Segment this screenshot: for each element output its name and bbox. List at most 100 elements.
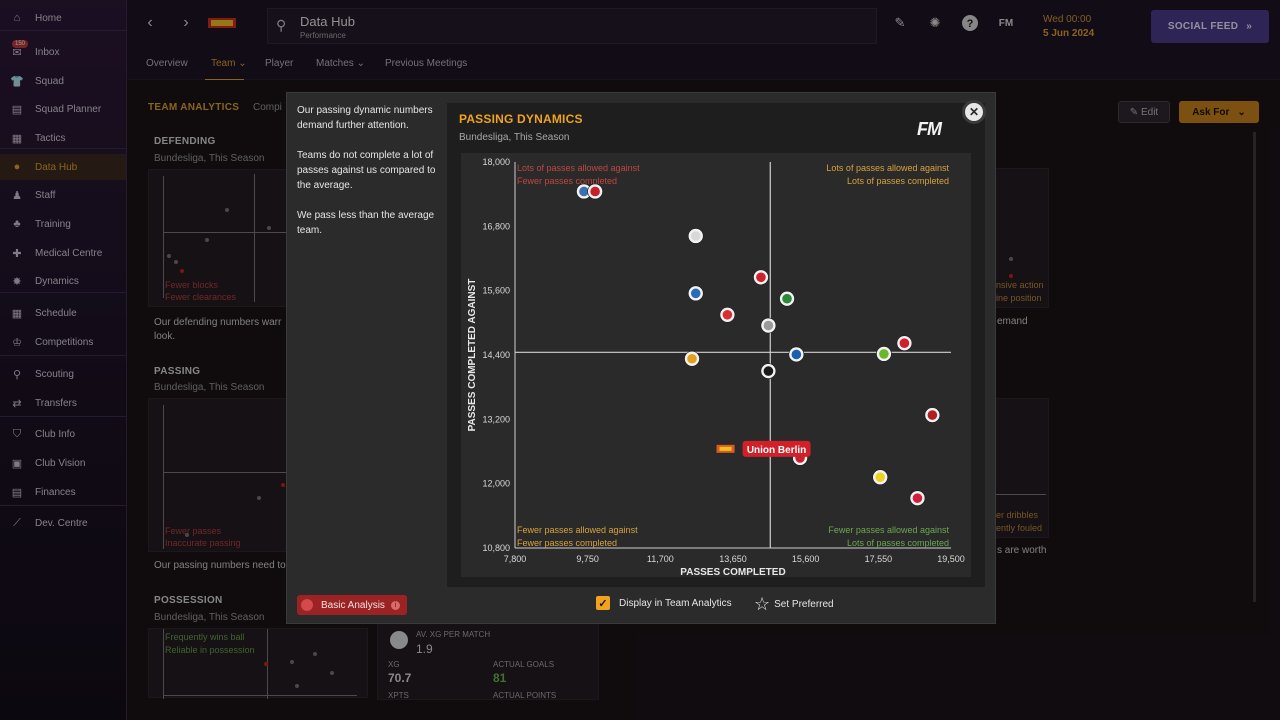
forward-arrow-icon[interactable]: › [183,14,189,31]
insight-text: Our passing dynamic numbers demand furth… [297,105,433,131]
sidebar-item-dev-centre[interactable]: ⟋ Dev. Centre [0,510,126,536]
y-tick-label: 16,800 [482,221,510,231]
quadrant-label: Fewer passes allowed against [517,525,638,535]
passing-summary: Our passing numbers need to [154,560,286,571]
sidebar-item-club-vision[interactable]: ▣ Club Vision [0,450,126,476]
sidebar-item-transfers[interactable]: ⇄ Transfers [0,390,126,416]
team-point-badge [912,493,923,503]
xg-per-match-value: 1.9 [416,642,433,656]
mini-chart-axis [163,472,287,473]
sidebar-item-dynamics[interactable]: ✸ Dynamics [0,268,126,294]
close-button[interactable]: ✕ [962,100,986,124]
mini-chart-point [264,662,268,666]
sidebar-item-squad-planner[interactable]: ▤ Squad Planner [0,96,126,122]
display-in-team-analytics-checkbox[interactable]: ✓ Display in Team Analytics [596,596,732,610]
fm-menu-button[interactable]: FM [998,17,1014,29]
sidebar-item-tactics[interactable]: ▦ Tactics [0,125,126,151]
ask-for-button[interactable]: Ask For ⌄ [1179,101,1259,123]
sidebar-item-staff[interactable]: ♟ Staff [0,182,126,208]
mini-quadrant-label: Frequently wins ball [165,632,245,642]
possession-mini-chart[interactable]: Frequently wins ball Reliable in possess… [148,628,368,699]
sidebar-item-home[interactable]: ⌂ Home [0,5,126,31]
set-preferred-button[interactable]: ☆ Set Preferred [754,594,834,615]
basic-analysis-button[interactable]: Basic Analysis i [297,595,407,615]
tab-matches-label: Matches [316,58,354,69]
defending-summary: Our defending numbers warr [154,317,282,328]
insight-text: We pass less than the average team. [297,210,435,236]
calendar-icon: ▦ [11,307,23,320]
sidebar-divider [0,505,126,506]
sidebar-divider [0,355,126,356]
trophy-icon: ♔ [12,336,22,349]
y-tick-label: 18,000 [482,157,510,167]
sidebar-item-squad[interactable]: 👕 Squad [0,68,126,94]
team-point-badge [687,353,697,364]
date-time: Wed 00:00 [1043,14,1092,25]
sidebar-item-finances[interactable]: ▤ Finances [0,479,126,505]
idea-icon[interactable]: ✺ [929,15,941,30]
passing-mini-chart[interactable]: Fewer passes Inaccurate passing [148,398,288,552]
quadrant-label: Fewer passes allowed against [828,525,949,535]
x-tick-label: 13,650 [719,554,747,564]
quadrant-label: Lots of passes completed [847,538,949,548]
magnifier-icon: ⚲ [12,368,22,381]
pencil-icon[interactable]: ✎ [894,15,906,30]
x-axis-title: PASSES COMPLETED [680,567,785,577]
xpts-label: XPTS [388,691,409,700]
social-feed-button[interactable]: SOCIAL FEED » [1151,10,1269,43]
tab-player[interactable]: Player [265,58,294,69]
tab-overview[interactable]: Overview [146,58,188,69]
mini-quadrant-label: er dribbles [996,510,1039,520]
team-point-badge [690,288,701,299]
mini-quadrant-label: Fewer clearances [165,292,237,302]
passing-dynamics-modal: Our passing dynamic numbers demand furth… [286,92,996,624]
sidebar: ⌂ Home ✉ 150 Inbox 👕 Squad ▤ Squad Planner ▦ Tacti… [0,0,127,720]
edit-label: Edit [1140,106,1159,118]
tab-team[interactable]: Team ⌄ [211,58,247,69]
sidebar-divider [0,292,126,293]
club-badge-icon[interactable] [207,12,237,34]
sidebar-item-scouting[interactable]: ⚲ Scouting [0,361,126,387]
social-feed-label: SOCIAL FEED [1167,21,1239,32]
defending-mini-chart[interactable]: Fewer blocks Fewer clearances [148,169,288,307]
team-point-badge [590,186,600,197]
sidebar-item-label: Data Hub [35,161,78,173]
search-box[interactable]: ⚲ Data Hub Performance [267,8,877,44]
sidebar-item-medical-centre[interactable]: ✚ Medical Centre [0,240,126,266]
sidebar-item-training[interactable]: ♣ Training [0,211,126,237]
fm-logo: FM [917,119,942,139]
sidebar-item-competitions[interactable]: ♔ Competitions [0,329,126,355]
back-arrow-icon[interactable]: ‹ [147,14,153,31]
mini-chart-point [330,671,334,675]
team-analytics-heading: TEAM ANALYTICS [148,102,240,113]
medical-cross-icon: ✚ [12,247,22,260]
briefcase-icon: ▣ [11,457,23,470]
sidebar-item-label: Inbox [35,46,60,58]
team-point-badge [782,293,792,304]
sidebar-item-data-hub[interactable]: ● Data Hub [0,154,126,180]
date-day: 5 Jun 2024 [1043,28,1095,39]
info-icon: i [390,600,400,610]
quadrant-label: Fewer passes completed [517,538,617,548]
transfer-arrows-icon: ⇄ [12,397,22,410]
y-tick-label: 12,000 [482,479,510,489]
sidebar-divider [0,416,126,417]
x-tick-label: 15,600 [792,554,820,564]
mini-quadrant-label: nsive action [996,280,1044,290]
help-icon[interactable]: ? [961,12,979,34]
tab-matches[interactable]: Matches ⌄ [316,58,365,69]
sidebar-item-schedule[interactable]: ▦ Schedule [0,300,126,326]
scrollbar[interactable] [1253,132,1256,602]
sidebar-item-club-info[interactable]: ⛉ Club Info [0,421,126,447]
edit-button[interactable]: ✎ Edit [1118,101,1170,123]
chevron-down-icon: ⌄ [356,58,365,69]
quadrant-label: Lots of passes completed [847,176,949,186]
chart-card: PASSING DYNAMICS Bundesliga, This Season… [447,103,985,587]
sidebar-item-inbox[interactable]: ✉ 150 Inbox [0,39,126,65]
x-tick-label: 11,700 [647,554,674,564]
top-bar: ‹ › ⚲ Data Hub Performance ✎ ✺ ? FM Wed … [127,0,1280,46]
tab-previous-meetings[interactable]: Previous Meetings [385,58,468,69]
ask-for-label: Ask For [1192,106,1230,118]
team-point-badge [579,186,589,197]
